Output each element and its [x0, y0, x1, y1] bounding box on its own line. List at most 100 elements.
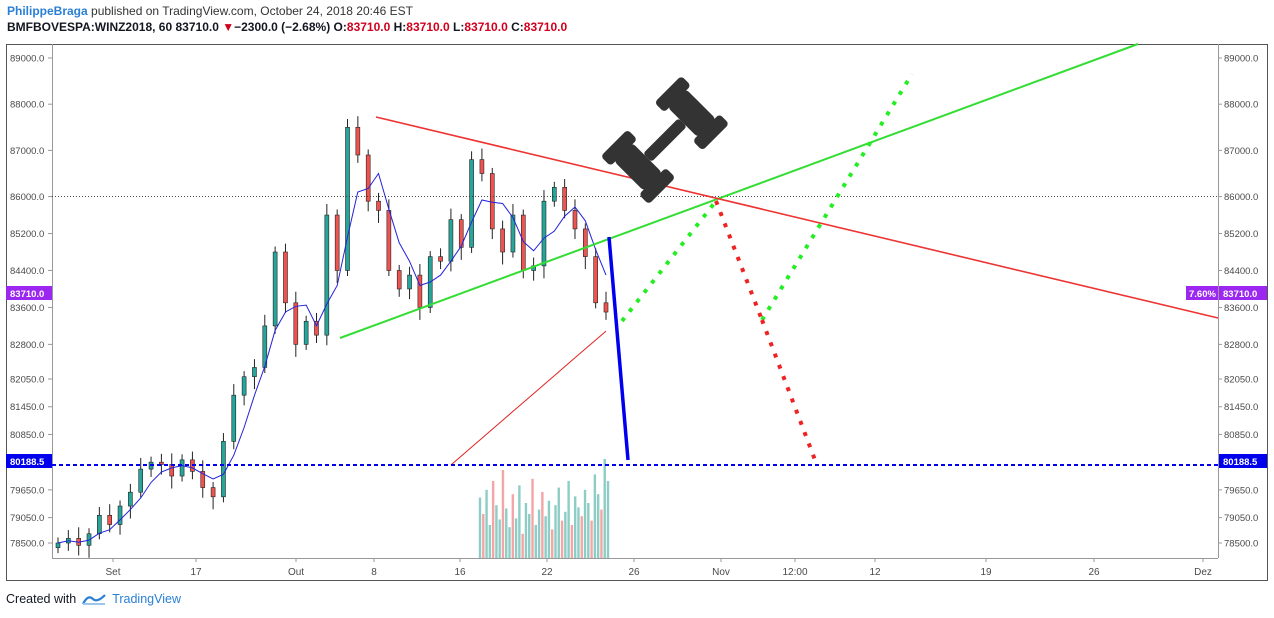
open-value: 83710.0 — [346, 20, 391, 34]
percent-tag: 7.60% — [1186, 286, 1218, 300]
volume-bar — [541, 492, 544, 558]
bull-path-2 — [760, 72, 914, 322]
x-tick-label: 22 — [541, 567, 553, 578]
x-tick-label: 17 — [190, 567, 202, 578]
y-tick-label-left: 80850.0 — [10, 430, 44, 441]
candle-body — [552, 187, 557, 202]
last-price-tag-right: 83710.0 — [1219, 286, 1267, 300]
y-tick-label-right: 80850.0 — [1224, 430, 1258, 441]
candle-body — [500, 228, 505, 253]
candle-body — [572, 210, 578, 230]
candle-body — [458, 219, 464, 248]
volume-bar — [603, 459, 606, 558]
candle-body — [221, 441, 226, 498]
candle-body — [231, 394, 237, 442]
volume-bar — [600, 509, 603, 558]
candle-body — [159, 461, 164, 465]
percent-tag-text: 7.60% — [1189, 289, 1216, 300]
volume-bar — [593, 474, 597, 558]
last-price-tag-right-text: 83710.0 — [1223, 289, 1257, 300]
author-link[interactable]: PhilippeBraga — [7, 4, 88, 18]
candle-body — [510, 214, 516, 253]
y-tick-label-right: 78500.0 — [1224, 539, 1258, 550]
symbol-label: BMFBOVESPA:WINZ2018, 60 — [7, 20, 173, 34]
candlesticks — [55, 116, 609, 558]
candle-body — [314, 320, 319, 336]
price-chart[interactable]: 89000.0 88000.0 87000.0 86000.0 85200.0 84400… — [0, 0, 1274, 590]
volume-bar — [560, 520, 564, 558]
ascending-support-line — [339, 43, 1139, 339]
y-tick-label-left: 82800.0 — [10, 340, 44, 351]
x-tick-label: 26 — [628, 567, 640, 578]
candle-body — [603, 302, 609, 313]
candle-body — [593, 256, 598, 304]
candle-body — [489, 173, 495, 230]
candle-body — [107, 514, 112, 525]
bear-path-2 — [760, 319, 817, 461]
candle-body — [303, 320, 309, 345]
sma-slow-line — [450, 330, 607, 466]
y-tick-label-right: 82800.0 — [1224, 340, 1258, 351]
descending-resistance-line — [375, 116, 1219, 319]
y-tick-label-left: 83600.0 — [10, 303, 44, 314]
x-tick-label: 12:00 — [782, 567, 807, 578]
candle-body — [200, 471, 206, 488]
y-tick-label-right: 79050.0 — [1224, 513, 1258, 524]
volume-bar — [606, 481, 610, 558]
candle-body — [417, 274, 423, 308]
candle-body — [293, 302, 299, 345]
y-tick-label-left: 85200.0 — [10, 229, 44, 240]
y-tick-label-left: 86000.0 — [10, 192, 44, 203]
candle-body — [55, 542, 61, 548]
volume-bar — [583, 489, 587, 558]
last-price: 83710.0 — [175, 20, 219, 34]
volume-bar — [491, 481, 495, 558]
candle-body — [407, 274, 412, 290]
x-tick-label: Set — [105, 567, 120, 578]
y-tick-label-right: 85200.0 — [1224, 229, 1258, 240]
y-tick-label-left: 88000.0 — [10, 100, 44, 111]
x-tick-label: Dez — [1194, 567, 1212, 578]
sma-fast-line — [57, 172, 607, 544]
volume-bar — [590, 520, 593, 558]
candle-body — [210, 487, 216, 498]
x-tick-label: 26 — [1088, 567, 1100, 578]
volume-bar — [544, 516, 547, 558]
volume-bar — [495, 505, 498, 558]
candle-body — [469, 159, 474, 248]
candle-body — [479, 159, 485, 174]
y-tick-label-left: 89000.0 — [10, 54, 44, 65]
x-tick-label: 16 — [454, 567, 466, 578]
close-value: 83710.0 — [523, 20, 568, 34]
bull-path-1 — [620, 199, 718, 323]
target-tag-right: 80188.5 — [1219, 454, 1267, 468]
candle-body — [583, 228, 588, 257]
volume-bar — [551, 529, 554, 558]
low-value: 83710.0 — [464, 20, 508, 34]
volume-bar — [557, 487, 560, 558]
volume-bar — [596, 494, 600, 558]
volume-bar — [554, 505, 557, 558]
candle-body — [169, 464, 175, 477]
x-tick-label: Nov — [712, 567, 730, 578]
volume-bar — [547, 500, 551, 558]
open-label: O: — [333, 20, 347, 34]
candle-body — [97, 514, 102, 535]
candle-body — [438, 256, 443, 262]
x-tick-label: Out — [288, 567, 304, 578]
y-tick-label-right: 83600.0 — [1224, 303, 1258, 314]
volume-bar — [485, 489, 488, 558]
y-tick-label-left: 84400.0 — [10, 266, 44, 277]
candle-body — [272, 251, 278, 327]
volume-bar — [505, 508, 508, 558]
tradingview-link[interactable]: TradingView — [82, 592, 181, 606]
time-axis: Set 17 Out 8 16 22 26 Nov 12:00 12 19 26 Dez — [105, 558, 1212, 578]
volume-bar — [482, 514, 485, 558]
candle-body — [324, 214, 330, 336]
volume-bar — [478, 497, 482, 558]
created-with-label: Created with — [6, 592, 77, 606]
y-tick-label-right: 87000.0 — [1224, 146, 1258, 157]
target-projection-line — [607, 236, 630, 461]
x-tick-label: 8 — [371, 567, 377, 578]
volume-bar — [567, 481, 570, 558]
